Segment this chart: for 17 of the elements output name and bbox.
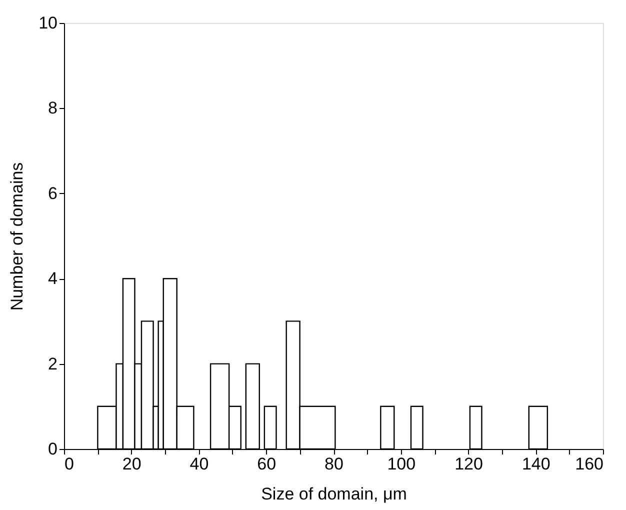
y-tick-label: 6 — [48, 184, 58, 203]
y-tick-label: 8 — [48, 98, 58, 118]
x-tick-label: 80 — [324, 454, 344, 474]
x-tick-label: 0 — [64, 454, 74, 474]
y-tick-label: 2 — [48, 354, 58, 374]
y-tick-label: 0 — [48, 440, 58, 458]
x-tick-label: 120 — [454, 454, 483, 474]
y-axis-title: Number of domains — [8, 162, 27, 311]
y-tick-label: 10 — [38, 14, 58, 32]
x-tick-label: 140 — [522, 454, 550, 474]
x-tick-label: 40 — [190, 454, 209, 474]
x-axis-title: Size of domain, μm — [261, 484, 407, 504]
x-tick-label: 160 — [575, 454, 604, 474]
x-tick-label: 20 — [122, 454, 142, 474]
x-tick-label: 100 — [387, 454, 416, 474]
y-tick-label: 4 — [48, 269, 58, 288]
x-tick-label: 60 — [257, 454, 276, 474]
